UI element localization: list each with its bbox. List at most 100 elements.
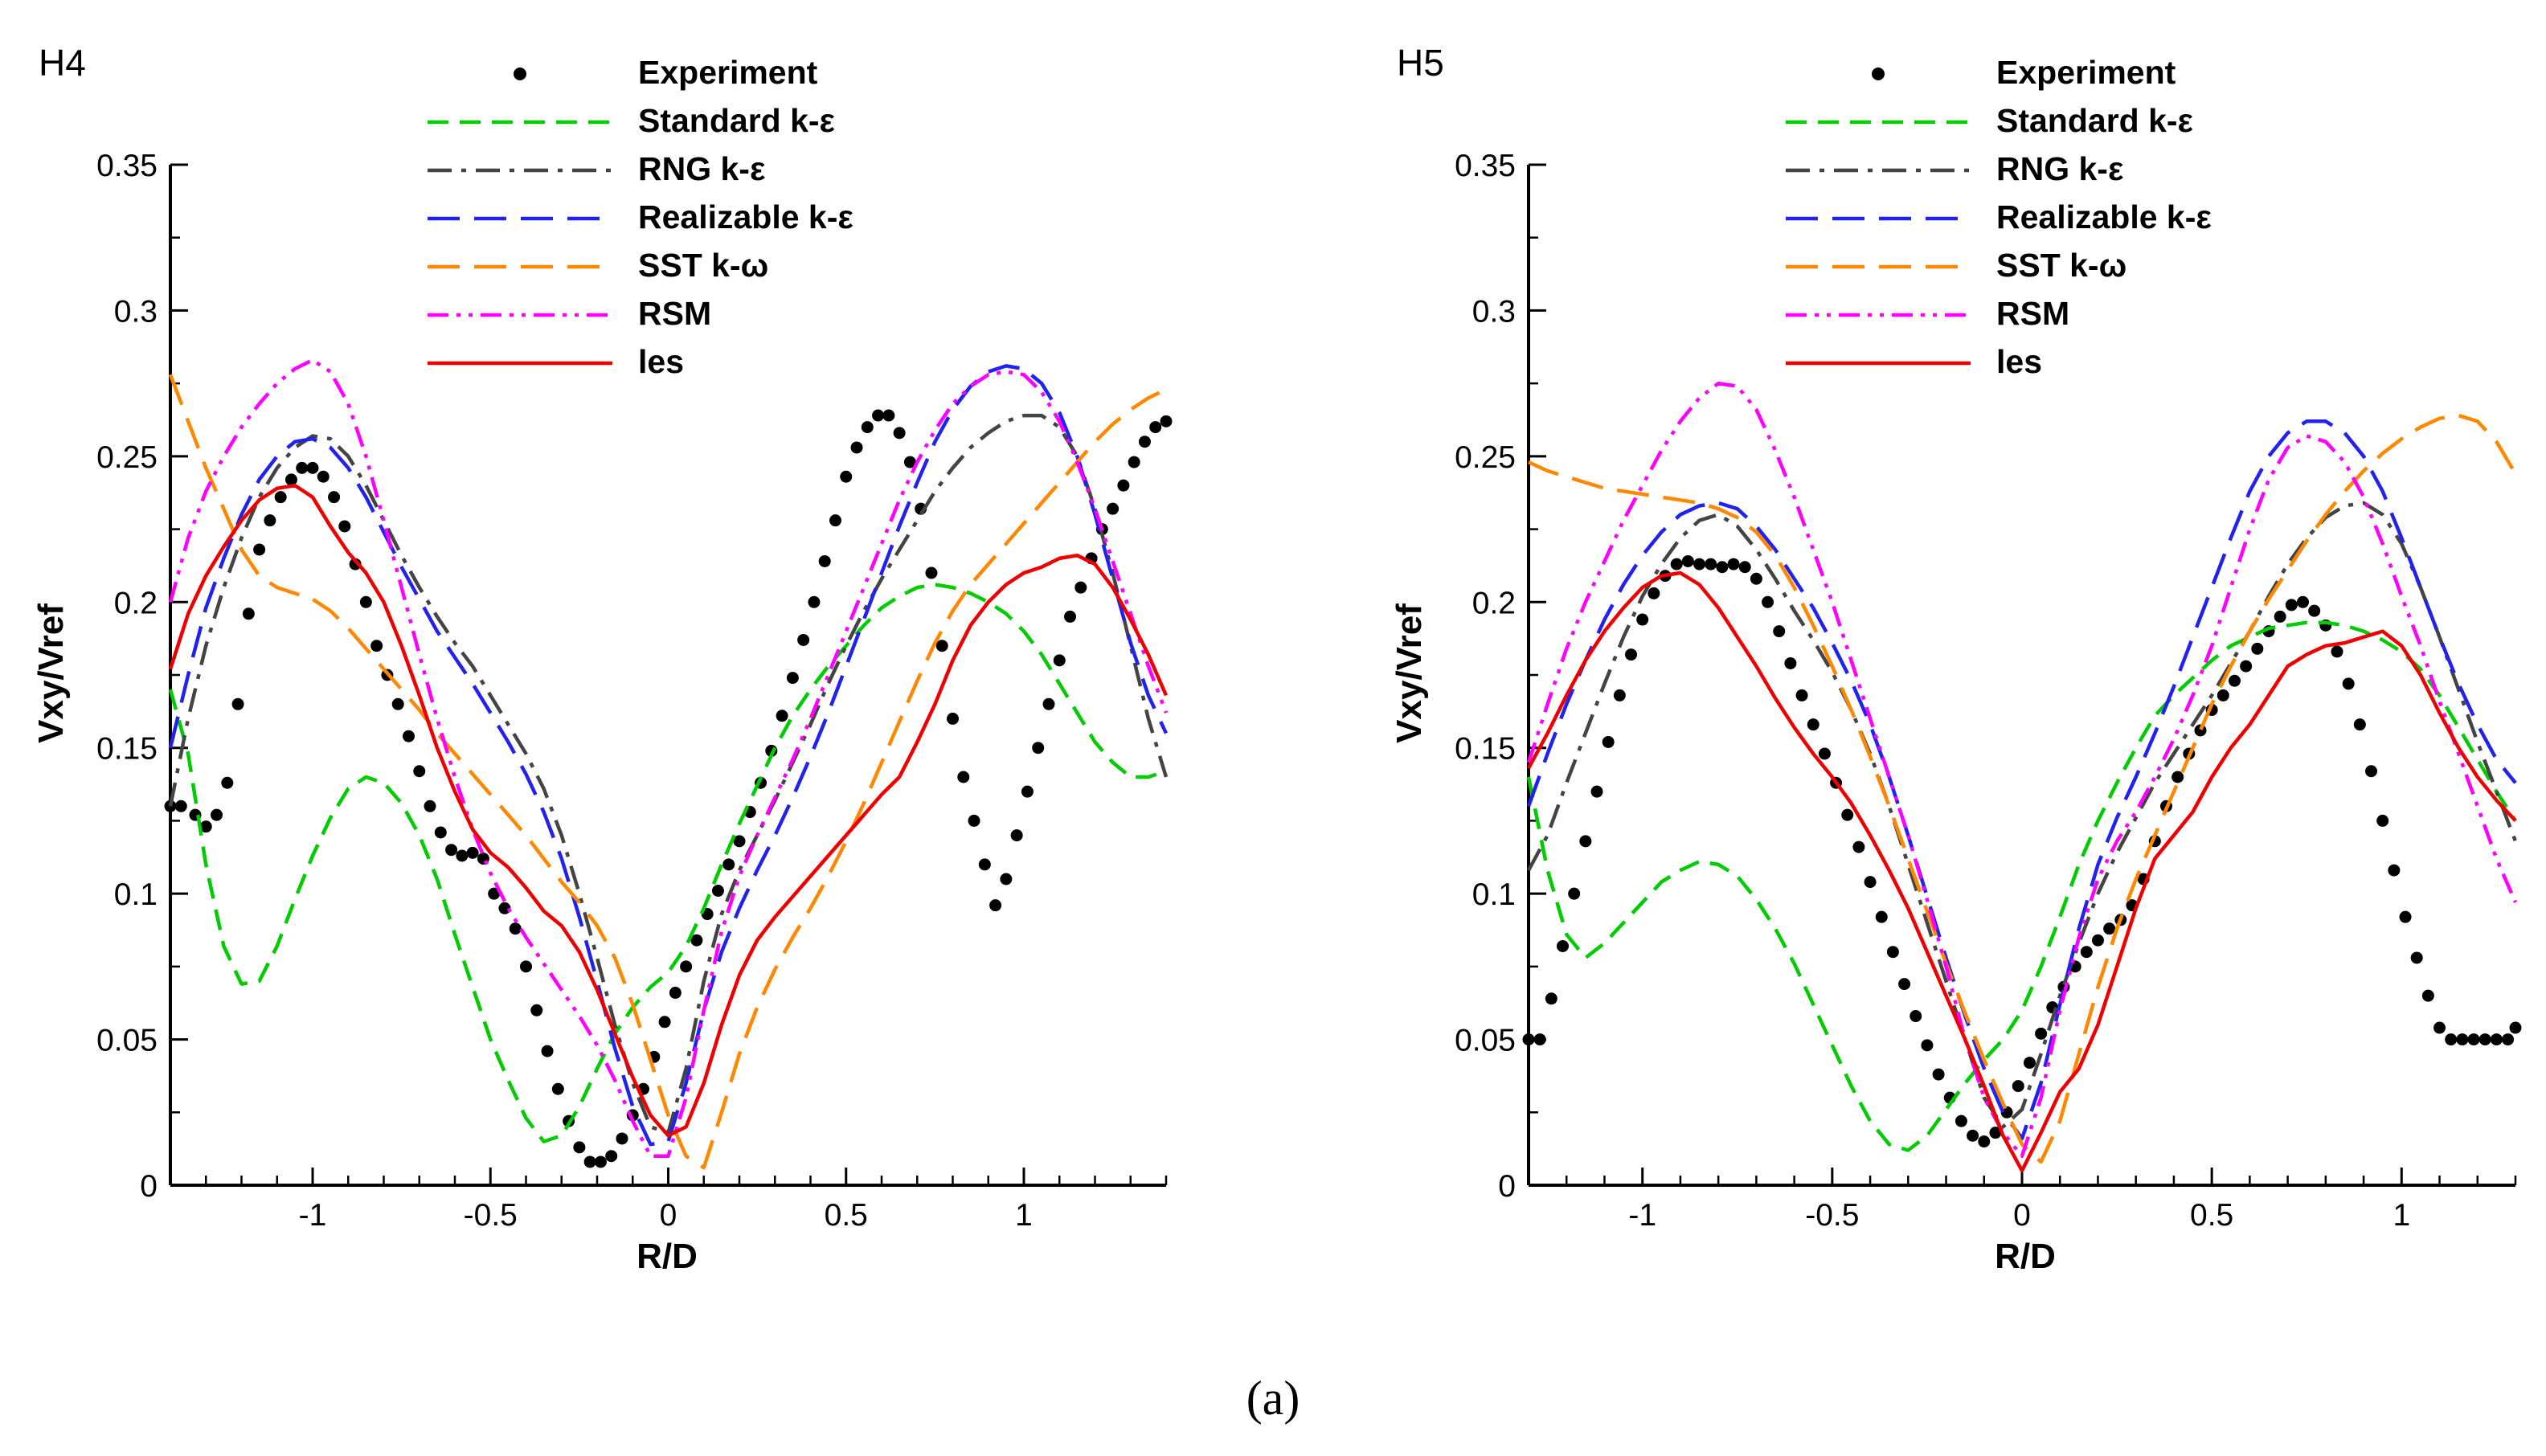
- data-point: [2388, 864, 2401, 877]
- data-point: [1921, 1039, 1934, 1052]
- data-point: [199, 820, 212, 833]
- data-point: [1149, 421, 1162, 434]
- data-point: [722, 858, 735, 871]
- data-point: [829, 514, 841, 527]
- data-point: [242, 607, 255, 620]
- data-point: [1967, 1129, 1979, 1142]
- y-tick-label: 0.25: [96, 440, 158, 475]
- data-point: [1762, 595, 1774, 608]
- data-point: [957, 771, 970, 783]
- y-tick-label: 0.15: [96, 732, 158, 767]
- x-axis-label: R/D: [1995, 1237, 2056, 1276]
- data-point: [551, 1082, 564, 1095]
- data-point: [1955, 1114, 1967, 1127]
- data-point: [2216, 689, 2229, 701]
- data-point: [2467, 1033, 2480, 1046]
- data-point: [1727, 558, 1740, 571]
- data-point: [349, 558, 362, 571]
- data-point: [296, 461, 309, 474]
- data-point: [680, 960, 693, 973]
- series-line-sst-k: [1528, 413, 2517, 1164]
- y-axis-label: Vxy/Vref: [1390, 603, 1429, 743]
- legend-label: RNG k-ε: [638, 150, 765, 187]
- data-point: [1795, 689, 1808, 701]
- data-point: [711, 885, 724, 898]
- data-point: [2445, 1033, 2458, 1046]
- data-point: [466, 846, 479, 859]
- data-point: [968, 814, 980, 827]
- data-point: [1579, 835, 1592, 848]
- x-tick-label: 0: [660, 1198, 677, 1233]
- data-point: [925, 566, 938, 579]
- y-tick-label: 0.35: [1455, 149, 1516, 183]
- data-point: [1074, 581, 1087, 594]
- data-point: [1807, 718, 1819, 731]
- data-point: [1053, 654, 1066, 667]
- data-point: [221, 776, 234, 789]
- x-tick-label: 0.5: [825, 1198, 868, 1233]
- data-point: [850, 441, 863, 454]
- data-point: [947, 712, 959, 725]
- data-point: [1613, 689, 1626, 701]
- data-point: [1773, 625, 1786, 638]
- data-point: [1021, 785, 1034, 798]
- axes: 0 0.05 0.1 0.15 0.2 0.25 0.3 0.35 -1 -0.5 0 0.5 1: [96, 149, 1168, 1233]
- data-point: [284, 473, 297, 486]
- legend-entry-realizable-k: Realizable k-ε: [428, 198, 853, 235]
- legend-label: RSM: [1996, 295, 2069, 332]
- data-point: [1138, 436, 1151, 448]
- y-tick-label: 0.1: [114, 877, 158, 912]
- data-point: [231, 697, 244, 710]
- data-point: [1898, 978, 1911, 991]
- data-point: [264, 514, 276, 527]
- legend-label: Realizable k-ε: [1996, 198, 2212, 235]
- data-point: [2308, 604, 2321, 617]
- data-point: [2023, 1057, 2036, 1070]
- chart-panel-h4: H4 0 0.05 0.1 0.15 0.2 0.25 0.3 0.35 -1 -0.5 0 0.5 1…: [31, 42, 1173, 1276]
- series-line-standard-k: [1526, 620, 2517, 1152]
- data-point: [456, 849, 469, 862]
- plot-area: [1522, 381, 2522, 1173]
- data-point: [211, 808, 223, 821]
- legend-entry-rsm: RSM: [1786, 295, 2069, 332]
- series-line-les: [1527, 571, 2517, 1173]
- series-experiment: [164, 409, 1173, 1168]
- data-point: [2297, 595, 2310, 608]
- data-point: [306, 461, 319, 474]
- data-point: [1032, 742, 1045, 755]
- data-point: [1568, 887, 1581, 900]
- data-point: [317, 470, 330, 483]
- data-point: [1636, 613, 1649, 626]
- panel-title: H5: [1397, 42, 1444, 84]
- series-line-realizable-k: [168, 364, 1169, 1147]
- data-point: [1010, 829, 1023, 842]
- x-tick-label: -0.5: [464, 1198, 518, 1233]
- data-point: [669, 987, 682, 1000]
- data-point: [2410, 951, 2423, 964]
- data-point: [1681, 554, 1694, 567]
- data-point: [402, 730, 415, 742]
- data-point: [413, 765, 426, 778]
- data-point: [1625, 648, 1638, 661]
- legend-label: RNG k-ε: [1996, 150, 2123, 187]
- data-point: [733, 835, 746, 848]
- legend-entry-standard-k: Standard k-ε: [1786, 102, 2193, 139]
- data-point: [1128, 456, 1140, 468]
- data-point: [328, 491, 341, 504]
- y-tick-label: 0: [140, 1169, 158, 1204]
- series-line-rng-k: [168, 413, 1169, 1135]
- legend-label: Experiment: [1996, 54, 2176, 91]
- legend-entry-rng-k: RNG k-ε: [428, 150, 765, 187]
- data-point: [616, 1132, 628, 1145]
- data-point: [445, 844, 458, 857]
- data-point: [1160, 415, 1173, 427]
- data-point: [2342, 677, 2355, 690]
- data-point: [594, 1155, 607, 1168]
- data-point: [840, 470, 853, 483]
- data-point: [1670, 558, 1683, 571]
- series-line-sst-k: [168, 374, 1167, 1170]
- plot-area: [164, 358, 1173, 1170]
- data-point: [658, 1016, 671, 1029]
- legend-label: Realizable k-ε: [638, 198, 853, 235]
